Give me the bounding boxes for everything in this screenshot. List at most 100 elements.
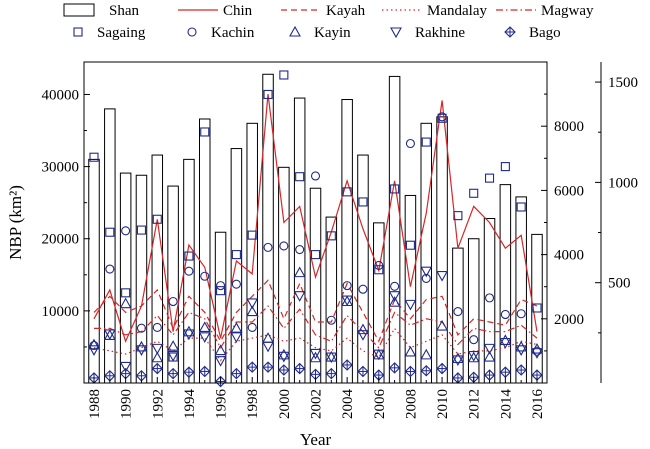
point-bago-2005	[357, 365, 369, 378]
point-bago-2015	[515, 364, 527, 376]
bar-shan-2007	[388, 75, 401, 384]
point-rakhine-1989	[103, 329, 116, 341]
legend-item-kayah: Kayah	[281, 3, 366, 19]
legend-label-chin: Chin	[223, 3, 253, 19]
point-rakhine-2015	[515, 345, 528, 356]
point-kayin-2000	[277, 348, 290, 360]
point-kayin-1993	[167, 340, 180, 351]
x-tick-label-2012: 2012	[467, 389, 483, 419]
point-rakhine-1997	[230, 332, 243, 343]
point-sagaing-2004	[342, 187, 352, 197]
legend-label-bago: Bago	[529, 25, 561, 41]
right-tick-label-6000: 6000	[554, 183, 584, 199]
point-rakhine-2000	[277, 351, 290, 363]
point-kachin-1996	[216, 281, 226, 291]
point-sagaing-2011	[453, 211, 463, 221]
point-kayin-1995	[198, 321, 211, 333]
legend-label-rakhine: Rakhine	[415, 25, 465, 41]
point-rakhine-2008	[404, 299, 417, 311]
point-sagaing-2007	[390, 184, 400, 194]
point-bago-2008	[404, 365, 417, 378]
bar-shan-2010	[436, 116, 448, 384]
point-kachin-2006	[374, 260, 384, 270]
point-kayin-2015	[515, 340, 528, 352]
point-rakhine-2012	[467, 351, 480, 362]
point-rakhine-1991	[135, 345, 148, 356]
point-rakhine-1993	[167, 351, 180, 362]
x-tick-label-1988: 1988	[87, 389, 103, 419]
point-bago-1998	[246, 361, 258, 373]
legend-item-bago: Bago	[504, 25, 561, 41]
point-sagaing-2002	[310, 250, 321, 260]
point-bago-1997	[230, 367, 243, 380]
x-tick-label-2014: 2014	[498, 389, 514, 420]
point-sagaing-2000	[279, 70, 289, 80]
outer-tick-label-1500: 1500	[608, 75, 638, 91]
axes: 1988 1990 1992 1994 1996 1998 2000 2002 2004 2006…	[42, 62, 638, 420]
point-sagaing-2015	[516, 202, 526, 212]
point-rakhine-2009	[420, 266, 433, 278]
point-sagaing-1989	[105, 227, 115, 237]
point-kayin-2014	[499, 334, 512, 345]
point-sagaing-2003	[326, 231, 336, 241]
point-bago-2014	[499, 366, 512, 378]
legend-item-magway: Magway	[496, 3, 594, 19]
point-kayin-1996	[214, 344, 227, 356]
point-kachin-2010	[437, 112, 447, 122]
point-rakhine-1999	[262, 341, 274, 353]
point-bago-1999	[262, 361, 274, 373]
point-rakhine-1995	[198, 332, 211, 343]
point-kachin-2013	[484, 293, 495, 303]
point-kayin-1997	[230, 322, 243, 333]
point-kayin-2005	[357, 323, 369, 335]
legend-swatch-bago	[504, 26, 516, 38]
point-kayin-1994	[182, 325, 195, 337]
point-sagaing-1991	[136, 225, 147, 235]
point-bago-2009	[420, 364, 433, 377]
point-kayin-2012	[467, 351, 480, 363]
point-kachin-2007	[390, 281, 400, 291]
point-bago-2001	[293, 362, 306, 375]
point-bago-2010	[436, 362, 448, 375]
point-sagaing-2008	[405, 240, 415, 250]
point-sagaing-2006	[374, 265, 384, 275]
legend-swatch-shan	[63, 3, 95, 17]
point-sagaing-1997	[231, 250, 241, 260]
legend-label-kachin: Kachin	[211, 25, 255, 41]
x-tick-label-2016: 2016	[530, 389, 546, 420]
point-kachin-1989	[105, 264, 115, 274]
point-rakhine-2006	[372, 349, 385, 361]
legend-item-shan: Shan	[63, 3, 140, 19]
point-kayin-2008	[404, 345, 417, 357]
line-mandalay	[93, 327, 538, 362]
point-sagaing-2016	[532, 303, 542, 313]
line-magway	[94, 305, 538, 349]
point-rakhine-1996	[214, 356, 227, 367]
line-kayah	[93, 279, 538, 343]
shan-bars	[88, 73, 543, 384]
point-kachin-2004	[342, 281, 352, 291]
point-rakhine-1998	[246, 298, 259, 310]
point-rakhine-2003	[325, 352, 338, 364]
point-sagaing-2005	[358, 197, 368, 207]
legend-label-mandalay: Mandalay	[427, 3, 487, 19]
legend-swatch-kayin	[289, 25, 301, 37]
point-kachin-2011	[453, 307, 463, 317]
point-kachin-2001	[295, 245, 305, 255]
point-rakhine-2010	[436, 270, 449, 282]
point-kachin-2003	[326, 315, 336, 325]
point-bago-2000	[278, 364, 290, 376]
x-axis-label: Year	[300, 430, 332, 449]
legend-label-kayah: Kayah	[326, 3, 366, 19]
point-rakhine-2011	[451, 355, 464, 367]
left-tick-label-40000: 40000	[42, 87, 80, 103]
point-kachin-1992	[152, 322, 162, 333]
point-kayin-2009	[420, 348, 433, 360]
x-tick-label-2010: 2010	[435, 389, 451, 419]
point-bago-2003	[325, 367, 338, 380]
point-bago-1994	[183, 366, 195, 378]
point-kayin-1999	[262, 332, 274, 343]
x-tick-label-1994: 1994	[182, 389, 198, 420]
point-kachin-2008	[405, 138, 415, 149]
